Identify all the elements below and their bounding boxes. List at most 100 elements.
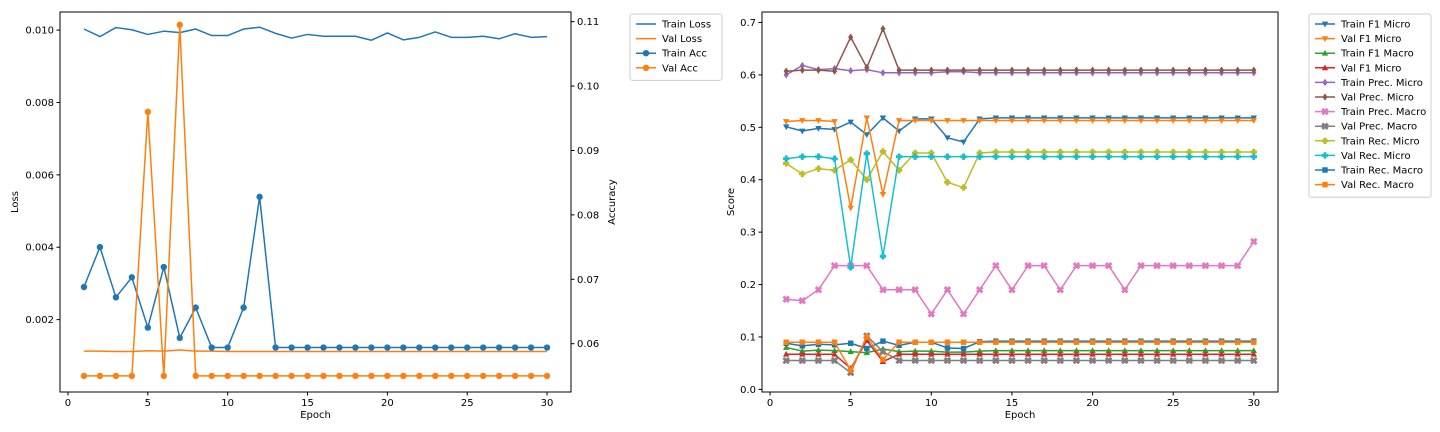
data-point [799,347,806,354]
data-point [830,356,839,365]
data-point [128,372,136,380]
data-point [992,347,1000,353]
data-point [944,135,951,142]
data-point [831,119,838,125]
data-point [1073,347,1080,353]
data-point [208,372,215,380]
data-point [1040,347,1048,353]
y2-tick-label: 0.10 [577,82,599,93]
data-point [1138,66,1144,74]
data-point [799,339,806,345]
data-point [495,344,503,351]
legend-item-val-rec-micro: Val Rec. Micro [1315,151,1411,162]
data-point [911,347,919,354]
data-point [288,344,295,351]
legend-label: Val Prec. Micro [1341,93,1414,104]
loss-accuracy-chart: 0 5 10 15 20 25 30 0.002 0.004 0.006 0.008 0.010 0… [10,11,723,421]
y-axis-label: Score [726,188,737,216]
x-tick-label: 30 [541,398,554,409]
data-point [1170,66,1176,74]
data-point [1024,153,1032,160]
legend-label: Train Rec. Macro [1340,166,1423,177]
series-line [83,349,548,353]
data-point [1154,66,1160,74]
legend-item-val-acc: Val Acc [636,63,698,74]
legend-swatch-marker [1321,122,1329,130]
x-tick-label: 10 [925,398,938,409]
data-point [1218,148,1225,156]
x-tick-label: 30 [1247,398,1260,409]
x-tick-label: 10 [221,398,234,409]
data-point [1137,118,1145,124]
legend-frame [629,13,723,81]
data-point [831,339,838,345]
data-point [1170,339,1176,345]
y-tick-label: 0.3 [740,228,756,239]
legend-swatch-marker [1321,21,1329,28]
data-point [495,372,503,380]
data-point [832,67,838,75]
data-point [1137,356,1145,365]
data-point [895,350,903,357]
data-point [976,347,983,354]
plot-frame [59,11,572,393]
data-point [1202,347,1209,353]
data-point [144,324,152,331]
data-point [863,261,871,270]
data-point [1057,347,1064,353]
data-point [928,66,934,74]
data-point [1218,118,1225,124]
data-point [368,344,375,351]
data-point [992,153,1000,160]
data-point [863,115,871,122]
data-point [1057,118,1064,124]
data-point [895,356,903,365]
data-point [799,118,806,124]
y-tick-label: 0.006 [25,170,54,181]
data-point [928,347,935,354]
legend-swatch-marker [1321,36,1329,42]
data-point [1104,356,1113,365]
data-point [960,184,967,191]
data-point [1202,66,1208,74]
data-point [1008,356,1016,365]
x-tick-label: 5 [848,398,854,409]
legend-item-train-prec-micro: Train Prec. Micro [1315,78,1423,89]
data-point [336,344,343,351]
legend-swatch-marker [1322,78,1328,87]
data-point [304,372,311,380]
series-val-rec-micro [782,150,1258,271]
data-point [1073,350,1080,357]
y-axis-ticks: 0.002 0.004 0.006 0.008 0.010 [25,26,60,326]
data-point [1235,66,1241,74]
data-point [1121,347,1129,353]
data-point [160,372,167,380]
legend-label: Val Rec. Micro [1341,151,1411,162]
data-point [1169,148,1177,156]
data-point [864,345,870,352]
x-tick-label: 5 [145,398,151,409]
data-point [992,118,1000,124]
data-point [1073,153,1080,160]
legend-swatch-marker [1322,167,1328,173]
data-point [1088,356,1097,365]
data-point [976,350,983,357]
data-point [912,339,918,345]
data-point [799,66,805,74]
data-point [384,372,391,380]
data-point [1073,66,1079,74]
data-point [1040,261,1048,270]
data-point [960,339,967,345]
x-axis-label: Epoch [1005,410,1036,421]
data-point [1234,339,1241,345]
legend-item-train-rec-micro: Train Rec. Micro [1315,136,1420,147]
data-point [798,297,807,305]
data-point [799,350,806,357]
legend-swatch-marker [1322,93,1328,101]
data-point [1105,347,1112,353]
data-point [830,261,839,270]
series-val-rec-macro [783,334,1257,373]
data-point [944,66,950,74]
series-line [785,64,1254,76]
data-point [815,165,822,172]
